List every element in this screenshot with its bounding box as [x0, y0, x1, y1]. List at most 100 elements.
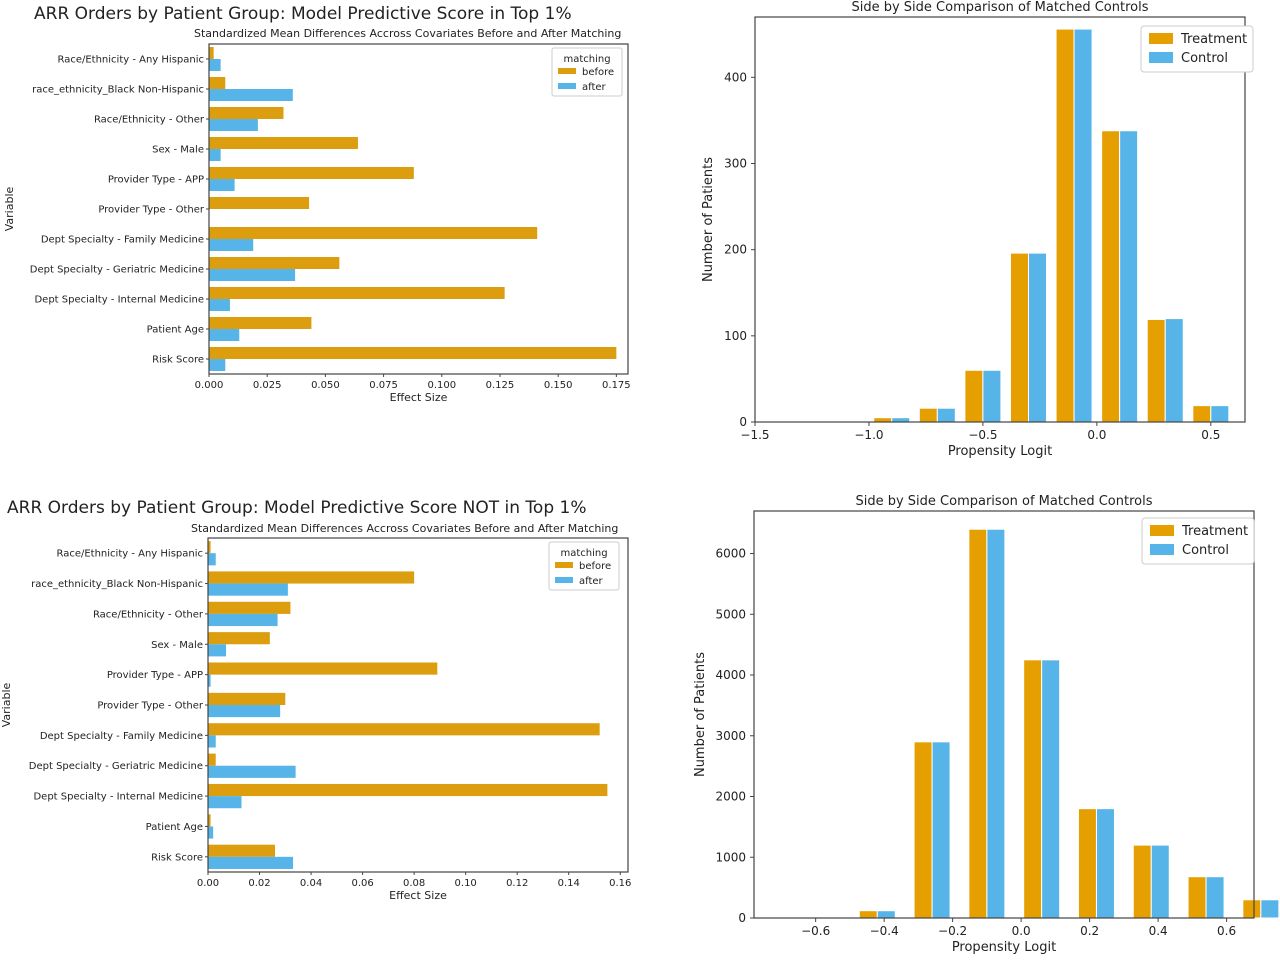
category-label: Provider Type - Other: [97, 701, 204, 712]
x-tick-label: 0.12: [506, 878, 528, 889]
bar-after: [208, 583, 288, 596]
legend-label-after: after: [582, 82, 607, 93]
x-tick-label: −0.4: [870, 924, 899, 938]
bar-after: [208, 735, 216, 748]
category-label: Dept Specialty - Family Medicine: [40, 731, 203, 742]
bar-treatment: [1077, 808, 1097, 919]
category-label: race_ethnicity_Black Non-Hispanic: [32, 85, 204, 96]
propensity-chart-top: Side by Side Comparison of Matched Contr…: [701, 0, 1254, 459]
bar-after: [208, 796, 242, 809]
category-label: Race/Ethnicity - Other: [94, 115, 205, 126]
y-tick-label: 100: [724, 329, 747, 343]
bar-control: [1150, 844, 1170, 919]
x-tick-label: 0.14: [558, 878, 580, 889]
legend: matching before after: [551, 47, 623, 97]
bar-control: [982, 369, 1002, 423]
chart-title: Side by Side Comparison of Matched Contr…: [855, 494, 1152, 509]
bar-before: [209, 347, 617, 359]
plot-frame: [754, 16, 1246, 423]
bar-after: [209, 149, 221, 161]
bars: [858, 528, 1280, 919]
legend-label-before: before: [582, 67, 614, 78]
x-tick-label: −1.5: [740, 428, 769, 442]
x-tick-label: 0.2: [1080, 924, 1099, 938]
bar-treatment: [968, 528, 988, 919]
bar-before: [209, 77, 226, 89]
x-tick-label: −0.6: [801, 924, 830, 938]
bar-control: [1260, 899, 1280, 919]
x-axis-label: Propensity Logit: [948, 444, 1052, 459]
x-tick-label: 0.025: [253, 380, 282, 391]
bar-before: [208, 753, 216, 766]
bar-after: [208, 644, 227, 657]
bar-treatment: [1146, 318, 1166, 423]
category-label: Provider Type - APP: [108, 175, 204, 186]
bar-after: [209, 59, 221, 71]
x-tick-label: −0.5: [968, 428, 997, 442]
legend-swatch-treatment: [1149, 33, 1173, 44]
chart-title: ARR Orders by Patient Group: Model Predi…: [7, 498, 586, 518]
chart-title: ARR Orders by Patient Group: Model Predi…: [34, 4, 572, 24]
bars: [208, 541, 608, 869]
bar-before: [209, 257, 340, 269]
bar-control: [936, 407, 956, 423]
category-label: Dept Specialty - Internal Medicine: [33, 792, 203, 803]
category-label: Dept Specialty - Family Medicine: [41, 235, 204, 246]
legend-swatch-treatment: [1150, 525, 1174, 536]
x-tick-label: 0.6: [1217, 924, 1236, 938]
category-label: Race/Ethnicity - Any Hispanic: [57, 55, 204, 66]
bar-treatment: [1187, 876, 1207, 919]
category-label: Dept Specialty - Geriatric Medicine: [29, 761, 203, 772]
bar-after: [209, 239, 254, 251]
bar-control: [876, 910, 896, 919]
legend-swatch-after: [555, 577, 573, 583]
bar-after: [208, 856, 294, 869]
legend-label-after: after: [579, 576, 604, 587]
x-axis-label: Effect Size: [390, 391, 448, 404]
bar-treatment: [858, 910, 878, 919]
chart-title: Side by Side Comparison of Matched Contr…: [851, 0, 1148, 15]
bar-after: [208, 826, 214, 839]
legend-swatch-before: [558, 68, 576, 74]
bar-treatment: [1101, 130, 1121, 423]
bar-control: [1095, 808, 1115, 919]
category-label: Race/Ethnicity - Other: [93, 609, 204, 620]
bar-control: [1164, 318, 1184, 423]
y-tick-label: 200: [724, 243, 747, 257]
bar-before: [208, 844, 275, 857]
bar-before: [209, 137, 358, 149]
y-axis-label: Variable: [0, 683, 13, 728]
bar-control: [891, 417, 911, 423]
category-label: Sex - Male: [151, 640, 203, 651]
bar-before: [209, 47, 214, 59]
bar-after: [208, 674, 211, 687]
bars: [873, 28, 1230, 423]
legend-label-treatment: Treatment: [1180, 32, 1247, 47]
plot-frame: [208, 43, 629, 375]
category-label: Patient Age: [147, 325, 204, 336]
y-tick-label: 300: [724, 156, 747, 170]
category-label: Provider Type - Other: [98, 205, 205, 216]
legend-label-treatment: Treatment: [1181, 524, 1248, 539]
x-tick-label: 0.4: [1149, 924, 1168, 938]
bar-control: [1041, 659, 1061, 919]
y-tick-label: 400: [724, 70, 747, 84]
legend-swatch-control: [1150, 544, 1174, 555]
bar-treatment: [964, 369, 984, 423]
bar-before: [208, 662, 438, 675]
legend-label-before: before: [579, 561, 611, 572]
x-tick-label: −0.2: [938, 924, 967, 938]
bar-after: [208, 613, 278, 627]
bar-after: [209, 89, 293, 101]
y-tick-label: 1000: [715, 850, 746, 864]
category-label: Patient Age: [146, 822, 203, 833]
bar-treatment: [913, 741, 933, 919]
x-tick-label: 0.125: [486, 380, 515, 391]
bar-before: [209, 317, 312, 329]
bar-before: [209, 167, 414, 179]
x-tick-label: 0.08: [403, 878, 425, 889]
bar-after: [209, 299, 230, 311]
x-tick-label: 0.0: [1087, 428, 1106, 442]
x-tick-label: 0.0: [1012, 924, 1031, 938]
bar-after: [209, 329, 240, 341]
